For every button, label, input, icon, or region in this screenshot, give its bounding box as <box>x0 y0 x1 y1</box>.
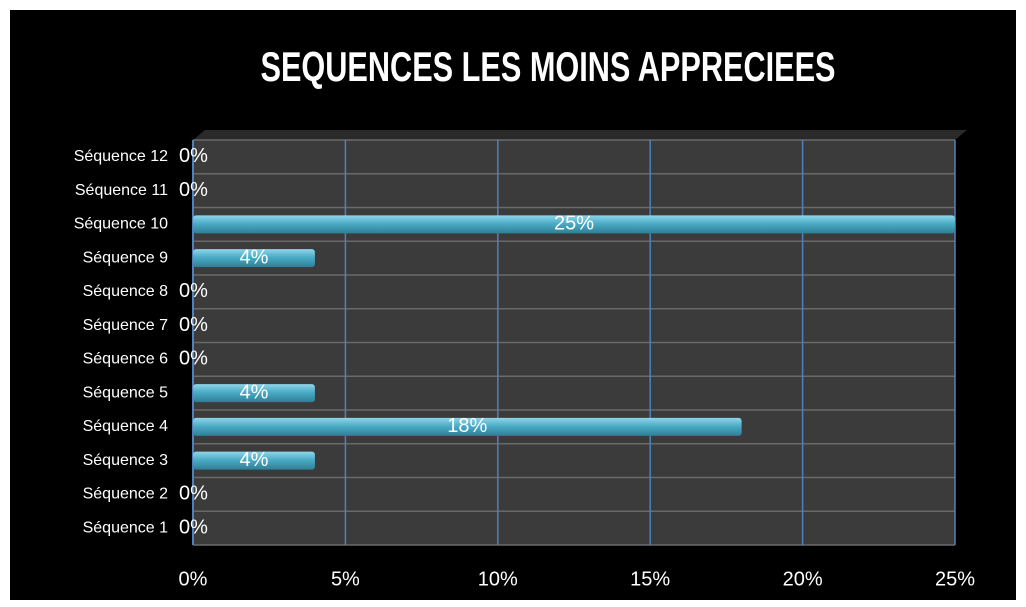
x-tick-label: 20% <box>783 568 823 590</box>
value-label: 0% <box>179 314 208 336</box>
x-tick-label: 0% <box>179 568 208 590</box>
value-label: 4% <box>240 246 269 268</box>
value-label: 0% <box>179 179 208 201</box>
value-label: 0% <box>179 483 208 505</box>
y-tick-label: Séquence 12 <box>74 148 168 165</box>
bar <box>193 417 742 436</box>
y-tick-label: Séquence 10 <box>74 216 168 233</box>
bar <box>193 249 315 268</box>
x-tick-label: 5% <box>331 568 360 590</box>
value-label: 18% <box>447 415 487 437</box>
value-label: 25% <box>554 213 594 235</box>
bar <box>193 384 315 403</box>
plot-top <box>193 130 967 140</box>
y-tick-label: Séquence 6 <box>83 351 169 368</box>
value-label: 4% <box>240 449 269 471</box>
value-label: 0% <box>179 145 208 167</box>
value-label: 4% <box>240 381 269 403</box>
y-tick-label: Séquence 1 <box>83 519 169 536</box>
y-tick-label: Séquence 7 <box>83 317 169 334</box>
y-tick-label: Séquence 2 <box>83 486 169 503</box>
value-label: 0% <box>179 280 208 302</box>
bar <box>193 215 955 234</box>
bar <box>193 451 315 470</box>
y-tick-label: Séquence 9 <box>83 249 169 266</box>
chart-title: SEQUENCES LES MOINS APPRECIEES <box>261 43 836 90</box>
y-tick-label: Séquence 3 <box>83 452 169 469</box>
x-tick-label: 15% <box>630 568 670 590</box>
value-label: 0% <box>179 348 208 370</box>
y-tick-label: Séquence 4 <box>83 418 169 435</box>
x-tick-label: 10% <box>478 568 518 590</box>
y-tick-label: Séquence 5 <box>83 384 169 401</box>
y-tick-label: Séquence 11 <box>75 182 168 199</box>
value-label: 0% <box>179 516 208 538</box>
y-tick-label: Séquence 8 <box>83 283 169 300</box>
x-tick-label: 25% <box>935 568 975 590</box>
